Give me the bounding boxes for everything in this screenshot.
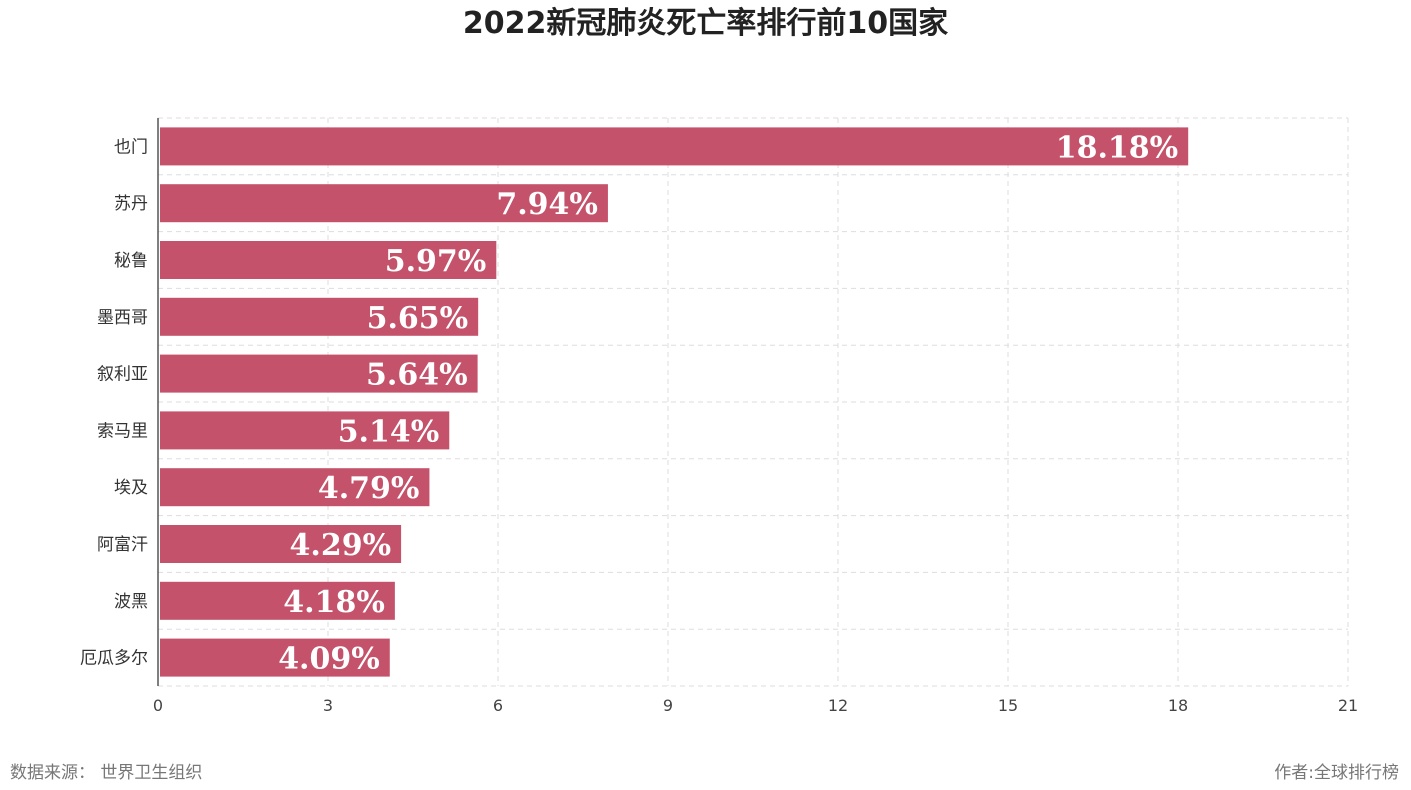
bar (160, 525, 402, 563)
category-label: 秘鲁 (114, 251, 148, 271)
category-label: 叙利亚 (97, 365, 148, 385)
x-tick-label: 3 (323, 696, 333, 715)
category-label: 苏丹 (114, 194, 148, 214)
author-note: 作者:全球排行榜 (1274, 763, 1399, 783)
bar (160, 468, 430, 507)
x-tick-label: 9 (663, 696, 673, 715)
bar-value-label: 4.29% (290, 528, 392, 563)
bar (160, 184, 608, 223)
category-label: 阿富汗 (97, 535, 148, 555)
bar-value-label: 18.18% (1056, 130, 1178, 165)
chart-title: 2022新冠肺炎死亡率排行前10国家 (462, 6, 949, 41)
bar-value-label: 5.14% (338, 414, 440, 449)
x-tick-label: 18 (1168, 696, 1188, 715)
category-label: 墨西哥 (97, 308, 148, 328)
category-label: 波黑 (114, 592, 148, 612)
bar (160, 127, 1189, 166)
bar-value-label: 5.97% (385, 244, 487, 279)
x-tick-label: 0 (153, 696, 163, 715)
bar-value-label: 5.64% (366, 358, 468, 393)
x-tick-label: 6 (493, 696, 503, 715)
bar-value-label: 7.94% (496, 187, 598, 222)
x-tick-label: 21 (1338, 696, 1358, 715)
bar (160, 354, 478, 393)
bar (160, 411, 450, 450)
bar-value-label: 4.79% (318, 471, 420, 506)
category-label: 埃及 (114, 478, 148, 498)
bar (160, 581, 395, 620)
data-source-note: 数据来源： 世界卫生组织 (10, 763, 203, 783)
bar-value-label: 5.65% (367, 301, 469, 336)
bar (160, 638, 390, 677)
x-tick-label: 12 (828, 696, 848, 715)
x-tick-label: 15 (998, 696, 1018, 715)
bar (160, 241, 497, 279)
bar (160, 297, 479, 336)
category-label: 索马里 (97, 421, 148, 441)
category-label: 也门 (114, 137, 148, 157)
bar-value-label: 4.09% (278, 642, 380, 677)
category-label: 厄瓜多尔 (80, 649, 148, 669)
bar-value-label: 4.18% (283, 585, 385, 620)
